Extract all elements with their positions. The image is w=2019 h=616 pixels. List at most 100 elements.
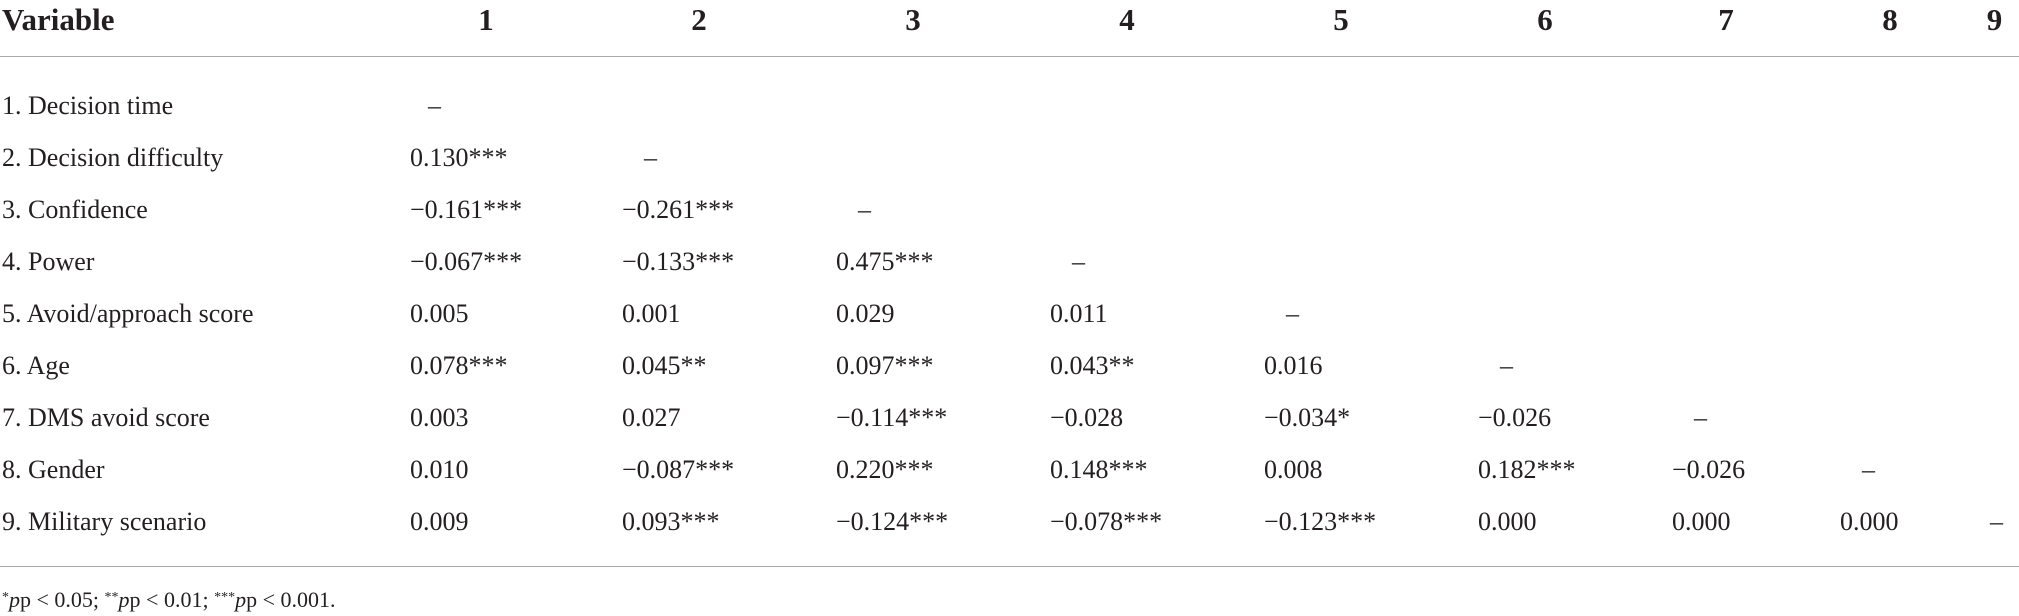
cell-value: – bbox=[1694, 403, 1707, 432]
table-cell: – bbox=[592, 132, 806, 184]
cell-value: 0.078*** bbox=[410, 351, 508, 380]
cell-value: 0.097*** bbox=[836, 351, 934, 380]
cell-value: 0.009 bbox=[410, 506, 469, 536]
table-cell: −0.034* bbox=[1234, 392, 1448, 444]
column-header: 1 bbox=[380, 0, 592, 57]
table-cell: −0.161*** bbox=[380, 184, 592, 236]
footnote-star: *** bbox=[214, 590, 236, 605]
empty-cell bbox=[1020, 56, 1234, 132]
table-cell: 0.016 bbox=[1234, 340, 1448, 392]
empty-cell bbox=[1642, 184, 1810, 236]
empty-cell bbox=[1448, 184, 1642, 236]
table-cell: 0.010 bbox=[380, 444, 592, 496]
column-header: 4 bbox=[1020, 0, 1234, 57]
table-body: 1. Decision time – 2. Decision difficulty 0… bbox=[0, 56, 2019, 567]
table-cell: 0.220*** bbox=[806, 444, 1020, 496]
empty-cell bbox=[1448, 288, 1642, 340]
table-cell: – bbox=[380, 56, 592, 132]
cell-value: – bbox=[1072, 247, 1085, 276]
cell-value: 0.011 bbox=[1050, 299, 1108, 328]
table-cell: −0.026 bbox=[1642, 444, 1810, 496]
cell-value: – bbox=[1500, 351, 1513, 380]
cell-value: 0.008 bbox=[1264, 455, 1323, 484]
cell-value: – bbox=[428, 91, 441, 121]
cell-value: – bbox=[1286, 299, 1299, 328]
table-row: 7. DMS avoid score 0.003 0.027 −0.114*** −0.… bbox=[0, 392, 2019, 444]
table-cell: – bbox=[1020, 236, 1234, 288]
table-cell: – bbox=[1234, 288, 1448, 340]
empty-cell bbox=[1448, 132, 1642, 184]
footnote-star: * bbox=[2, 590, 9, 605]
table-cell: – bbox=[1642, 392, 1810, 444]
cell-value: 0.010 bbox=[410, 455, 469, 484]
column-header-variable: Variable bbox=[0, 0, 380, 57]
table-cell: −0.133*** bbox=[592, 236, 806, 288]
footnote-text: p < 0.001. bbox=[246, 587, 336, 612]
empty-cell bbox=[1234, 56, 1448, 132]
table-cell: 0.027 bbox=[592, 392, 806, 444]
empty-cell bbox=[1642, 288, 1810, 340]
column-header: 8 bbox=[1810, 0, 1970, 57]
table-cell: −0.124*** bbox=[806, 496, 1020, 567]
table-row: 8. Gender 0.010 −0.087*** 0.220*** 0.148*** 0… bbox=[0, 444, 2019, 496]
cell-value: −0.078*** bbox=[1050, 506, 1163, 536]
table-cell: 0.148*** bbox=[1020, 444, 1234, 496]
cell-value: −0.261*** bbox=[622, 195, 735, 224]
table-cell: 0.000 bbox=[1642, 496, 1810, 567]
cell-value: – bbox=[1862, 455, 1875, 484]
empty-cell bbox=[1448, 236, 1642, 288]
table-footnote: *pp < 0.05; **pp < 0.01; ***pp < 0.001. bbox=[2, 587, 336, 612]
table-cell: 0.093*** bbox=[592, 496, 806, 567]
empty-cell bbox=[1810, 132, 1970, 184]
cell-value: 0.016 bbox=[1264, 351, 1323, 380]
empty-cell bbox=[1970, 236, 2019, 288]
empty-cell bbox=[806, 132, 1020, 184]
column-header: 9 bbox=[1970, 0, 2019, 57]
cell-value: 0.182*** bbox=[1478, 455, 1576, 484]
table-cell: −0.078*** bbox=[1020, 496, 1234, 567]
cell-value: 0.003 bbox=[410, 403, 469, 432]
empty-cell bbox=[1642, 132, 1810, 184]
table-cell: 0.009 bbox=[380, 496, 592, 567]
cell-value: −0.161*** bbox=[410, 195, 523, 224]
cell-value: 0.093*** bbox=[622, 506, 720, 536]
table-cell: 0.000 bbox=[1810, 496, 1970, 567]
cell-value: 0.027 bbox=[622, 403, 681, 432]
table-cell: 0.008 bbox=[1234, 444, 1448, 496]
table-row: 1. Decision time – bbox=[0, 56, 2019, 132]
cell-value: 0.000 bbox=[1478, 506, 1537, 536]
table-cell: −0.123*** bbox=[1234, 496, 1448, 567]
table-cell: 0.045** bbox=[592, 340, 806, 392]
row-label: 7. DMS avoid score bbox=[2, 403, 210, 432]
table-row: 4. Power −0.067*** −0.133*** 0.475*** – bbox=[0, 236, 2019, 288]
row-label: 2. Decision difficulty bbox=[2, 143, 224, 172]
empty-cell bbox=[1810, 288, 1970, 340]
cell-value: 0.043** bbox=[1050, 351, 1135, 380]
column-header: 6 bbox=[1448, 0, 1642, 57]
footnote-star: ** bbox=[104, 590, 119, 605]
row-label: 6. Age bbox=[2, 351, 70, 380]
row-label: 8. Gender bbox=[2, 455, 105, 484]
column-header: 2 bbox=[592, 0, 806, 57]
empty-cell bbox=[1810, 236, 1970, 288]
column-header: 3 bbox=[806, 0, 1020, 57]
row-label: 1. Decision time bbox=[2, 91, 174, 121]
empty-cell bbox=[1642, 56, 1810, 132]
table-cell: −0.114*** bbox=[806, 392, 1020, 444]
empty-cell bbox=[1642, 340, 1810, 392]
correlation-table: Variable 1 2 3 4 5 6 7 8 9 1. Decision t… bbox=[0, 0, 2019, 567]
table-cell: −0.087*** bbox=[592, 444, 806, 496]
row-label: 4. Power bbox=[2, 247, 95, 276]
cell-value: −0.133*** bbox=[622, 247, 735, 276]
empty-cell bbox=[1970, 56, 2019, 132]
table-cell: – bbox=[1448, 340, 1642, 392]
empty-cell bbox=[1020, 184, 1234, 236]
empty-cell bbox=[1970, 288, 2019, 340]
table-cell: −0.028 bbox=[1020, 392, 1234, 444]
cell-value: 0.000 bbox=[1840, 506, 1899, 536]
column-header: 7 bbox=[1642, 0, 1810, 57]
cell-value: 0.001 bbox=[622, 299, 681, 328]
cell-value: 0.130*** bbox=[410, 143, 508, 172]
empty-cell bbox=[1810, 340, 1970, 392]
table-row: 3. Confidence −0.161*** −0.261*** – bbox=[0, 184, 2019, 236]
